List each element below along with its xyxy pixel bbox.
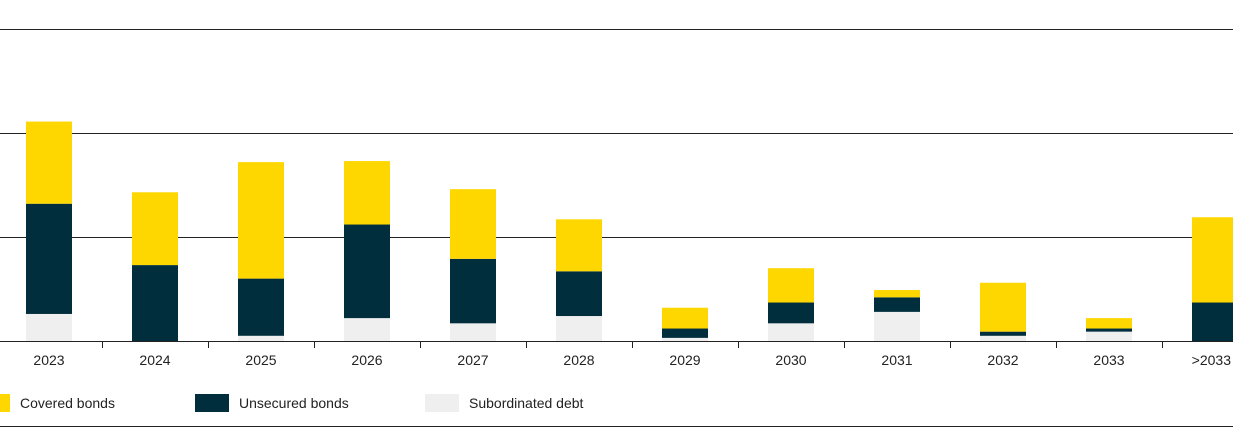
bar-segment — [238, 335, 284, 341]
bar-segment — [26, 121, 72, 204]
bar-segment — [450, 323, 496, 341]
bar-segment — [556, 271, 602, 317]
legend-item-covered-bonds: Covered bonds — [0, 394, 115, 412]
bar-segment — [1086, 328, 1132, 332]
bar-segment — [662, 307, 708, 329]
x-tick-label: >2033 — [1192, 352, 1232, 368]
x-tick-label: 2026 — [351, 352, 382, 368]
bar-segment — [556, 316, 602, 341]
legend-item-unsecured-bonds: Unsecured bonds — [195, 394, 349, 412]
bar-segment — [980, 335, 1026, 341]
x-tick-label: 2028 — [563, 352, 594, 368]
x-axis: 2023 2024 2025 2026 2027 2028 2029 2030 2031 2032… — [0, 341, 1233, 368]
x-tick-label: 2023 — [33, 352, 64, 368]
x-tick-label: 2031 — [881, 352, 912, 368]
x-tick-label: 2024 — [139, 352, 170, 368]
legend-swatch-covered-bonds — [0, 394, 10, 412]
bar-segment — [132, 265, 178, 341]
legend-label: Subordinated debt — [469, 395, 584, 411]
legend-item-subordinated-debt: Subordinated debt — [425, 394, 583, 412]
bar-segment — [874, 290, 920, 298]
bar-segment — [344, 318, 390, 341]
legend-label: Unsecured bonds — [239, 395, 349, 411]
x-tick-label: 2025 — [245, 352, 276, 368]
bar-segment — [768, 323, 814, 341]
legend-swatch-unsecured-bonds — [195, 394, 229, 412]
bar-segment — [450, 189, 496, 259]
bar-segment — [874, 311, 920, 341]
x-tick-label: 2033 — [1093, 352, 1124, 368]
legend-swatch-subordinated-debt — [425, 394, 459, 412]
stacked-bar-chart: 2023 2024 2025 2026 2027 2028 2029 2030 2031 2032… — [0, 29, 1233, 368]
bars — [26, 121, 1233, 341]
bar-segment — [1192, 302, 1233, 341]
bar-segment — [26, 203, 72, 314]
legend: Covered bonds Unsecured bonds Subordinat… — [0, 390, 1233, 416]
legend-label: Covered bonds — [20, 395, 115, 411]
bar-segment — [556, 219, 602, 272]
bar-segment — [662, 337, 708, 341]
x-tick-label: 2029 — [669, 352, 700, 368]
bar-segment — [1086, 318, 1132, 329]
bar-segment — [768, 302, 814, 324]
bar-segment — [874, 297, 920, 312]
bar-segment — [1086, 331, 1132, 341]
bar-segment — [450, 258, 496, 324]
bar-segment — [26, 313, 72, 341]
bar-segment — [1192, 217, 1233, 303]
x-tick-label: 2032 — [987, 352, 1018, 368]
bar-segment — [344, 224, 390, 319]
x-tick-label: 2030 — [775, 352, 806, 368]
bar-segment — [662, 328, 708, 338]
bar-segment — [980, 331, 1026, 336]
bar-segment — [132, 192, 178, 266]
bar-segment — [344, 161, 390, 225]
x-tick-label: 2027 — [457, 352, 488, 368]
gridlines — [0, 29, 1233, 238]
bar-segment — [980, 282, 1026, 332]
bar-segment — [238, 278, 284, 336]
bar-segment — [768, 268, 814, 303]
bar-segment — [238, 162, 284, 279]
